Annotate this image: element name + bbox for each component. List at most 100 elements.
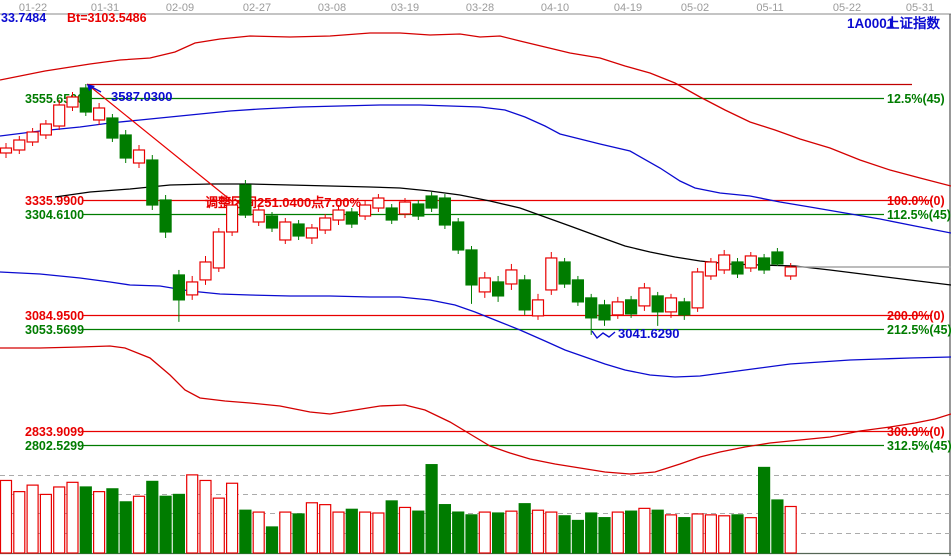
level-label-left: 3084.9500 (25, 309, 84, 323)
volume-bar (106, 488, 119, 554)
volume-bar (638, 507, 651, 554)
volume-bar (319, 504, 332, 554)
volume-bar (239, 509, 252, 554)
volume-bar (704, 514, 718, 554)
candle-body (319, 217, 332, 231)
curve-mid-ma-black (54, 183, 951, 286)
volume-bar (492, 512, 505, 554)
curve-lower-ma-blue (0, 271, 951, 378)
volume-bar (385, 500, 398, 554)
volume-bar (624, 510, 638, 554)
low-price-annotation: 3041.6290 (618, 326, 679, 341)
candle-body (172, 274, 185, 301)
volume-bar (13, 491, 26, 554)
volume-bar (252, 511, 265, 554)
curve-lower-band (0, 345, 951, 475)
candle-body (398, 201, 412, 215)
level-label-left: 2833.9099 (25, 425, 84, 439)
volume-bar (598, 517, 611, 554)
candle-body (638, 287, 651, 307)
date-label: 04-10 (541, 2, 569, 14)
candle-body (252, 209, 265, 223)
volume-bar (505, 510, 518, 554)
date-label: 05-02 (681, 2, 709, 14)
date-label: 05-31 (906, 2, 934, 14)
candle-body (505, 269, 518, 285)
candle-body (718, 254, 731, 271)
volume-bar (212, 497, 225, 554)
level-label-right: 12.5%(45) (887, 92, 945, 106)
candle-body (478, 277, 491, 293)
candle-body (53, 104, 66, 127)
candle-body (146, 159, 159, 206)
volume-bar (398, 506, 412, 554)
candle-body (571, 279, 585, 303)
volume-bar (79, 486, 92, 554)
candle-body (545, 257, 558, 291)
volume-bar (718, 515, 731, 554)
volume-bar (678, 517, 691, 554)
candle-body (0, 147, 13, 154)
symbol-code[interactable]: 1A0001 (847, 16, 895, 31)
candle-body (425, 195, 438, 209)
volume-bar (186, 474, 199, 554)
candle-body (784, 266, 797, 277)
candle-body (518, 279, 531, 311)
candle-body (305, 227, 318, 239)
candle-body (412, 203, 425, 217)
candle-body (465, 249, 478, 286)
candle-body (66, 96, 79, 108)
volume-bar (199, 479, 212, 554)
volume-bar (438, 504, 451, 554)
volume-bar (372, 512, 385, 554)
candle-body (598, 304, 611, 321)
candle-body (624, 299, 638, 315)
volume-bar (731, 514, 744, 554)
volume-bar (305, 502, 318, 554)
candle-body (678, 301, 691, 316)
candle-body (452, 221, 465, 251)
candle-body (279, 221, 292, 241)
candle-body (585, 297, 598, 319)
volume-bar (0, 479, 13, 554)
volume-bar (119, 501, 132, 554)
candle-body (292, 223, 305, 237)
volume-bar (66, 481, 79, 554)
volume-bar (611, 511, 624, 554)
volume-bar (359, 511, 372, 554)
candle-body (119, 134, 132, 159)
date-label: 01-31 (91, 2, 119, 14)
volume-bar (265, 526, 279, 554)
level-label-right: 112.5%(45) (887, 208, 951, 222)
candle-body (106, 117, 119, 139)
candle-body (186, 281, 199, 296)
volume-bar (172, 493, 185, 554)
volume-bar (332, 511, 345, 554)
candle-body (13, 139, 26, 151)
volume-bar (571, 519, 585, 554)
volume-bar (226, 482, 239, 554)
candle-body (385, 207, 398, 221)
date-label: 05-22 (833, 2, 861, 14)
volume-bar (132, 495, 146, 554)
symbol-name[interactable]: 上证指数 (886, 15, 940, 31)
candle-body (558, 261, 571, 285)
volume-bar (292, 513, 305, 554)
candle-body (159, 199, 172, 233)
trendline (86, 83, 234, 203)
volume-bar (545, 511, 558, 554)
volume-bar (452, 511, 465, 554)
curve-ma-blue (0, 104, 951, 234)
candle-body (79, 87, 92, 113)
candle-body (226, 204, 239, 233)
level-label-left: 3304.6100 (25, 208, 84, 222)
volume-bar (53, 486, 66, 554)
candle-body (199, 261, 212, 281)
volume-bar (691, 513, 704, 554)
volume-bar (146, 480, 159, 554)
peak-price-annotation: 3587.0300 (111, 89, 172, 104)
candle-body (438, 197, 451, 226)
candle-body (26, 131, 39, 143)
candle-body (611, 301, 624, 316)
